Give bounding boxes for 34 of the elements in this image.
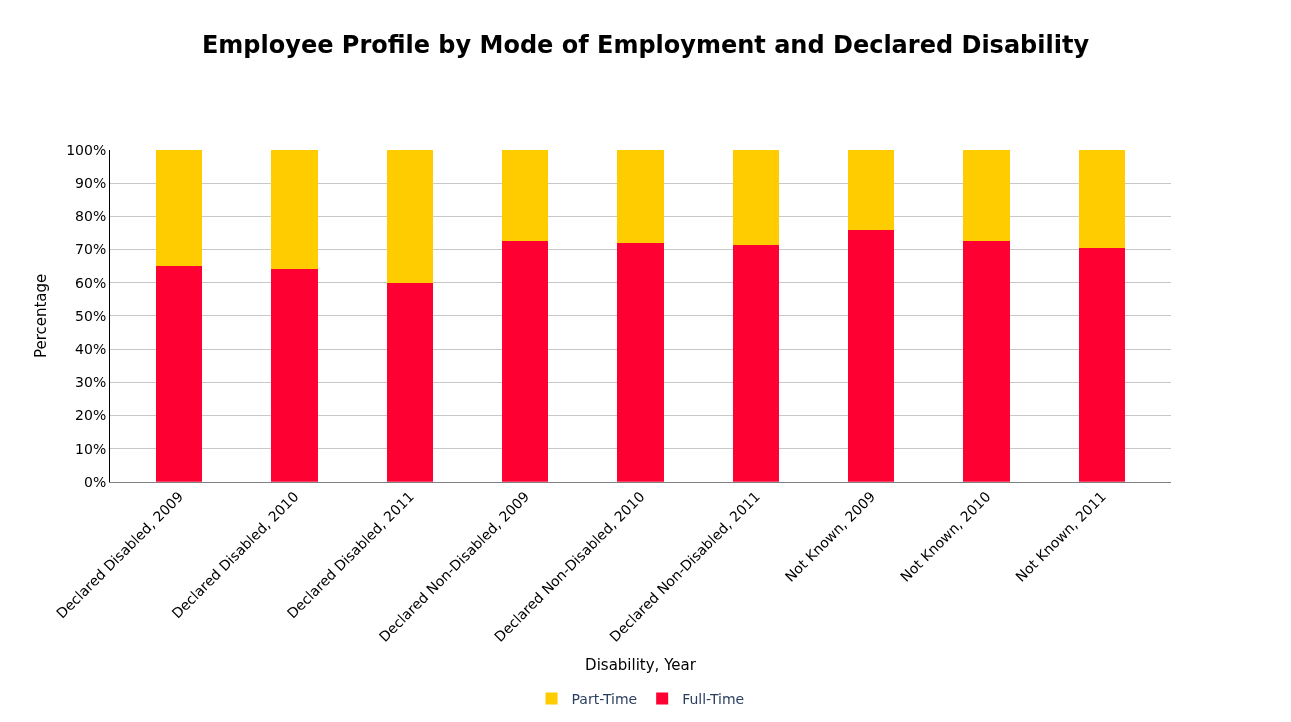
bar — [848, 150, 895, 230]
bar — [386, 282, 433, 482]
y-tick-label: 80% — [75, 208, 107, 225]
bar — [963, 241, 1010, 482]
bar — [732, 150, 779, 245]
bar — [502, 241, 549, 482]
y-tick-label: 10% — [75, 440, 107, 457]
y-tick-label: 100% — [66, 141, 107, 158]
bar — [156, 150, 203, 267]
bar — [156, 266, 203, 482]
y-axis-title: Percentage — [32, 273, 51, 359]
bar — [848, 229, 895, 482]
y-tick-label: 60% — [75, 274, 107, 291]
bar — [1078, 247, 1125, 482]
bar — [732, 244, 779, 482]
bar — [502, 150, 549, 242]
y-tick-label: 70% — [75, 241, 107, 258]
legend-label: Full-Time — [682, 690, 745, 707]
y-tick-label: 0% — [83, 473, 107, 490]
bar — [617, 150, 664, 243]
chart-title: Employee Profile by Mode of Employment and Declared Disability — [201, 30, 1090, 59]
y-tick-label: 30% — [75, 374, 107, 391]
bar — [1078, 150, 1125, 248]
y-tick-label: 40% — [75, 340, 107, 357]
bar — [271, 150, 318, 270]
y-tick-label: 90% — [75, 175, 107, 192]
bar — [617, 242, 664, 482]
x-axis-title: Disability, Year — [585, 655, 697, 674]
y-tick-label: 20% — [75, 407, 107, 424]
y-tick-label: 50% — [75, 307, 107, 324]
bar — [386, 150, 433, 283]
bar — [963, 150, 1010, 242]
bar — [271, 269, 318, 482]
legend-label: Part-Time — [571, 690, 638, 707]
